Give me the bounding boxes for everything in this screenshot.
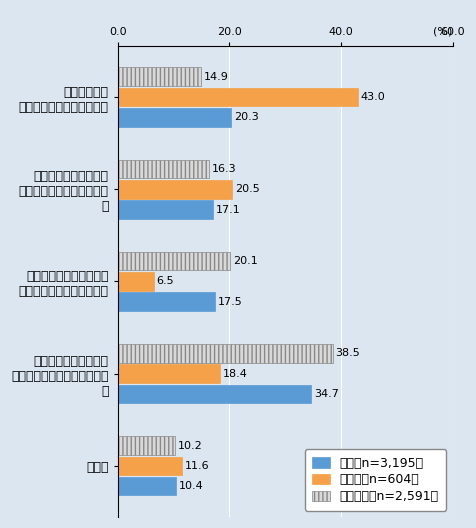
Text: (%): (%) <box>433 26 453 36</box>
Text: 20.3: 20.3 <box>234 112 258 122</box>
Legend: 全体（n=3,195）, 大企業（n=604）, 中小企業（n=2,591）: 全体（n=3,195）, 大企業（n=604）, 中小企業（n=2,591） <box>305 449 446 511</box>
Bar <box>118 68 201 86</box>
Text: 11.6: 11.6 <box>185 461 210 471</box>
Text: 10.2: 10.2 <box>178 440 202 450</box>
Text: 43.0: 43.0 <box>360 92 385 102</box>
Text: 17.5: 17.5 <box>218 297 243 307</box>
Bar <box>118 252 230 270</box>
Bar <box>118 293 215 311</box>
Bar <box>118 180 232 199</box>
Text: 16.3: 16.3 <box>211 164 236 174</box>
Text: 38.5: 38.5 <box>336 348 360 359</box>
Text: 34.7: 34.7 <box>314 389 339 399</box>
Bar <box>118 477 176 495</box>
Text: 10.4: 10.4 <box>178 481 203 491</box>
Text: 14.9: 14.9 <box>204 72 228 82</box>
Bar <box>118 272 154 291</box>
Bar <box>118 88 357 106</box>
Bar <box>118 457 182 475</box>
Text: 6.5: 6.5 <box>157 277 174 286</box>
Bar <box>118 364 220 383</box>
Bar <box>118 384 311 403</box>
Bar <box>118 344 333 363</box>
Text: 18.4: 18.4 <box>223 369 248 379</box>
Text: 17.1: 17.1 <box>216 204 241 214</box>
Bar <box>118 436 175 455</box>
Bar <box>118 108 231 127</box>
Text: 20.5: 20.5 <box>235 184 259 194</box>
Bar <box>118 159 208 178</box>
Bar <box>118 200 213 219</box>
Text: 20.1: 20.1 <box>233 256 258 266</box>
